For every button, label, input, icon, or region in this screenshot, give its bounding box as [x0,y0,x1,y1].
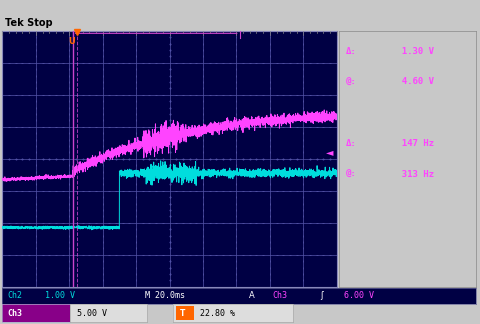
Text: A: A [248,292,254,300]
Text: Tek Stop: Tek Stop [5,17,52,28]
Text: ʃ: ʃ [319,292,322,300]
Text: Δ:: Δ: [345,139,356,148]
Text: U: U [69,38,75,46]
Text: Δ:: Δ: [345,47,356,56]
Text: ◄: ◄ [325,147,333,157]
Text: 1.00 V: 1.00 V [45,292,75,300]
Bar [175,307,193,319]
Text: 1.30 V: 1.30 V [390,47,433,56]
Text: 6.00 V: 6.00 V [343,292,373,300]
Text: M 20.0ms: M 20.0ms [144,292,184,300]
Text: T: T [180,309,185,318]
Text: 22.80 %: 22.80 % [199,309,234,318]
Text: Ch2: Ch2 [7,292,22,300]
Text: Ch3: Ch3 [272,292,287,300]
Text: 4.60 V: 4.60 V [390,77,433,87]
Text: @:: @: [345,170,356,179]
Text: 313 Hz: 313 Hz [390,170,433,179]
Text: 5.00 V: 5.00 V [77,309,107,318]
Text: Ch3: Ch3 [8,309,23,318]
Text: 147 Hz: 147 Hz [390,139,433,148]
Text: @:: @: [345,77,356,87]
